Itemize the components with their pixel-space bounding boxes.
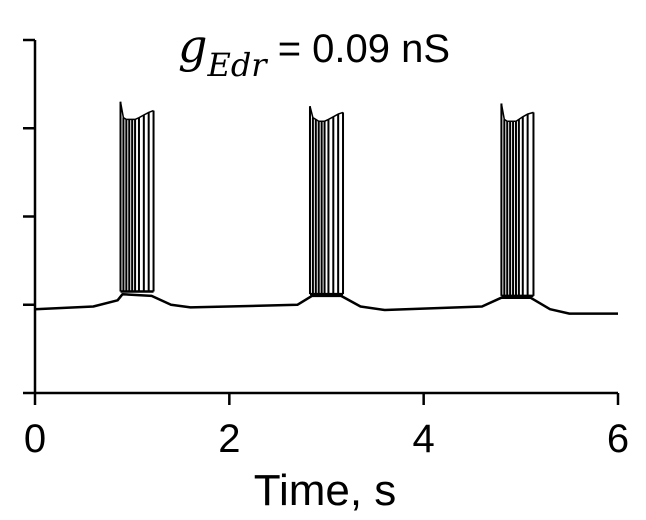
- chart-title: gEdr = 0.09 nS: [178, 19, 450, 84]
- axes: [23, 38, 620, 405]
- spike-peaks-line: [309, 106, 344, 122]
- burst-1: [308, 106, 345, 296]
- x-tick-label-3: 6: [607, 417, 629, 461]
- burst-2: [500, 103, 535, 298]
- title-variable: g: [178, 19, 207, 73]
- title-equation: = 0.09 nS: [267, 27, 450, 71]
- trace-group: [34, 101, 618, 315]
- x-tick-label-1: 2: [218, 417, 240, 461]
- spike-peaks-line: [500, 103, 534, 122]
- burst-0: [119, 101, 155, 293]
- x-tick-label-0: 0: [24, 417, 46, 461]
- spike-peaks-line: [119, 101, 154, 121]
- title-subscript: Edr: [206, 46, 268, 84]
- x-axis-label: Time, s: [254, 466, 397, 515]
- baseline-trace: [34, 292, 618, 315]
- x-tick-label-2: 4: [413, 417, 435, 461]
- x-tick-labels: 0 2 4 6: [24, 417, 629, 461]
